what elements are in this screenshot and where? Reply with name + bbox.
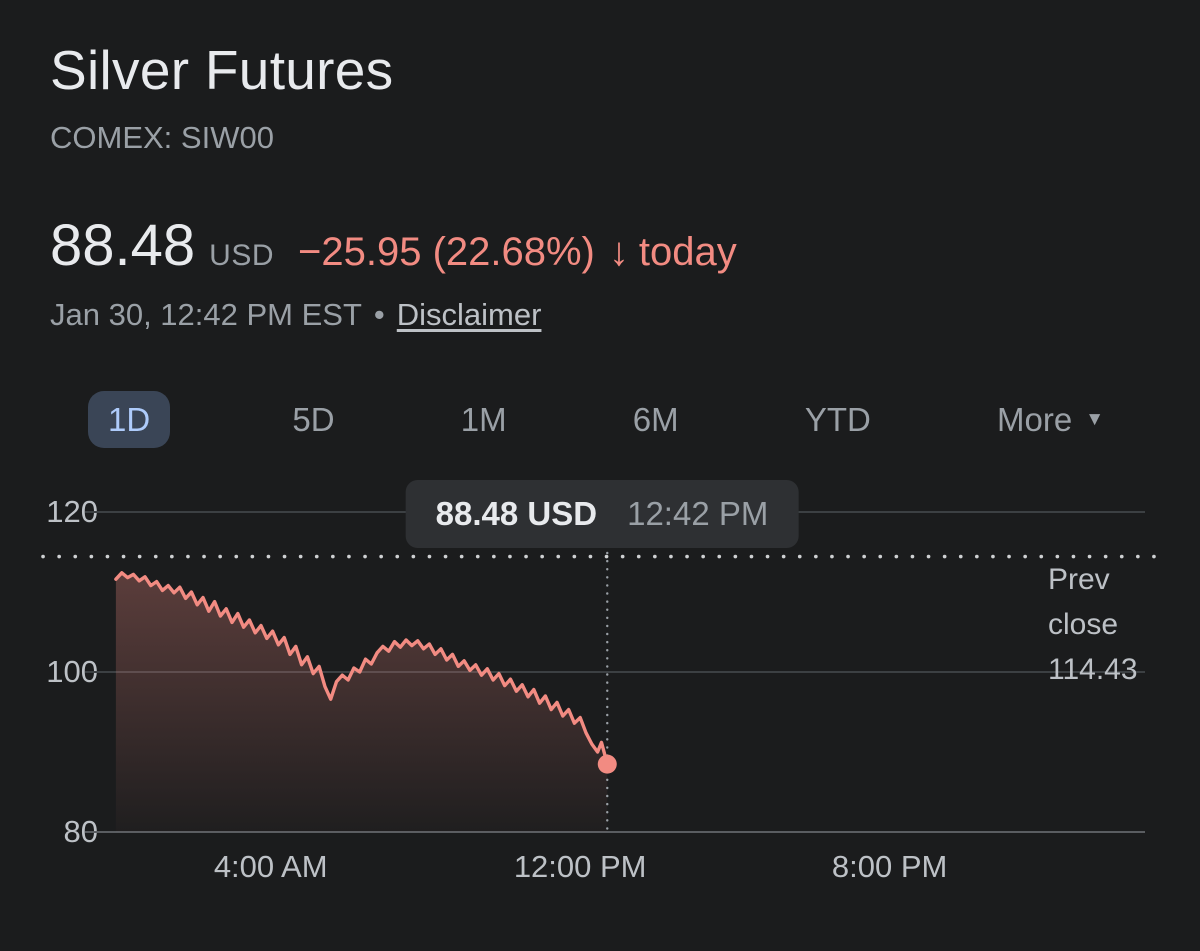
current-price: 88.48 — [50, 213, 196, 278]
x-axis-tick: 12:00 PM — [513, 849, 647, 884]
tooltip-time: 12:42 PM — [627, 495, 769, 532]
price-row: 88.48 USD −25.95 (22.68%) ↓ today — [0, 212, 1200, 279]
change-period: today — [638, 230, 737, 274]
range-tab-1m[interactable]: 1M — [457, 393, 511, 446]
range-tab-ytd[interactable]: YTD — [801, 393, 875, 446]
tab-label: YTD — [804, 401, 871, 438]
currency-label: USD — [209, 239, 274, 272]
timestamp-row: Jan 30, 12:42 PM EST • Disclaimer — [0, 297, 1200, 333]
chart-canvas[interactable] — [41, 485, 1159, 853]
price-change: −25.95 (22.68%) — [298, 230, 595, 274]
chart-tooltip: 88.48 USD 12:42 PM — [405, 480, 799, 548]
range-tab-6m[interactable]: 6M — [629, 393, 683, 446]
tab-label: 1D — [108, 401, 151, 438]
quote-timestamp: Jan 30, 12:42 PM EST — [50, 297, 362, 332]
prev-close-text: close — [1048, 608, 1119, 641]
quote-header: Silver Futures COMEX: SIW00 — [0, 38, 1200, 156]
x-axis-tick: 4:00 AM — [213, 849, 328, 884]
down-arrow-icon: ↓ — [608, 230, 629, 274]
disclaimer-link[interactable]: Disclaimer — [396, 297, 542, 332]
tab-label: More — [997, 401, 1073, 438]
range-tab-1d[interactable]: 1D — [88, 391, 171, 448]
prev-close-text: Prev — [1048, 563, 1110, 596]
range-tab-5d[interactable]: 5D — [288, 393, 338, 446]
tooltip-price: 88.48 USD — [435, 495, 598, 532]
tab-label: 5D — [292, 401, 335, 438]
prev-close-value: 114.43 — [1048, 653, 1138, 686]
x-axis-tick: 8:00 PM — [831, 849, 948, 884]
exchange-ticker: COMEX: SIW00 — [50, 120, 274, 155]
tab-label: 6M — [632, 401, 679, 438]
prev-close-label: Prev close 114.43 — [1048, 557, 1138, 692]
range-tab-more[interactable]: More ▼ — [993, 393, 1108, 446]
x-axis-labels: 4:00 AM 12:00 PM 8:00 PM — [0, 849, 1200, 891]
separator-dot: • — [373, 297, 385, 332]
time-range-tabs: 1D 5D 1M 6M YTD More ▼ — [0, 391, 1200, 448]
dropdown-caret-icon: ▼ — [1085, 409, 1104, 430]
tab-label: 1M — [460, 401, 507, 438]
page-title: Silver Futures — [50, 39, 394, 101]
price-chart[interactable]: 88.48 USD 12:42 PM 120 100 80 Prev close 1… — [0, 467, 1200, 907]
